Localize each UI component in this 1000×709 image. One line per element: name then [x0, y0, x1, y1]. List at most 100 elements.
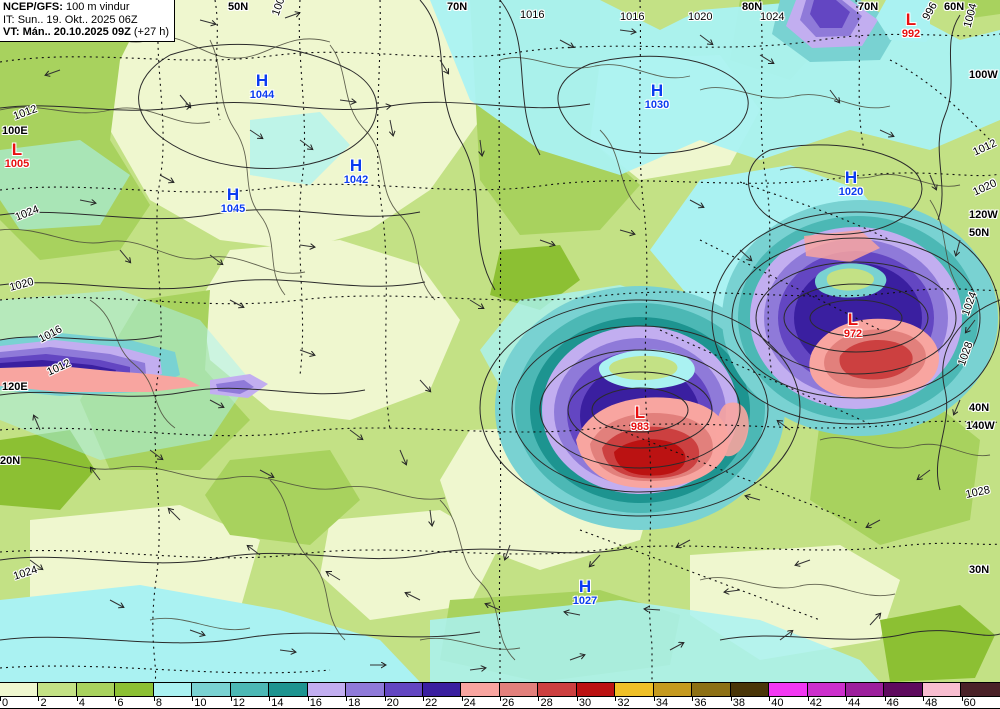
init-time: Sun.. 19. Okt.. 2025 06Z [17, 13, 138, 26]
colorbar-swatch-16[interactable] [307, 683, 347, 696]
colorbar-swatch-10[interactable] [192, 683, 231, 696]
colorbar-swatch-8[interactable] [153, 683, 193, 696]
colorbar-tick-label-42: 42 [809, 697, 822, 709]
colorbar-tick-label-46: 46 [886, 697, 899, 709]
colorbar-swatch-44[interactable] [845, 683, 885, 696]
colorbar-tick-32 [615, 697, 617, 701]
colorbar-swatch-2[interactable] [38, 683, 77, 696]
colorbar-tick-label-8: 8 [155, 697, 162, 709]
colorbar-tick-label-34: 34 [655, 697, 669, 709]
forecast-info-box: NCEP/GFS: 100 m vindur IT: Sun.. 19. Okt… [0, 0, 176, 42]
colorbar-swatch-0[interactable] [0, 683, 39, 696]
colorbar-tick-4 [76, 697, 78, 701]
colorbar-tick-30 [576, 697, 578, 701]
colorbar-tick-12 [230, 697, 232, 701]
colorbar-swatch-22[interactable] [422, 683, 462, 696]
colorbar-ticks: 0 2 4 6 8 10 12 14 16 18 20 22 24 26 28 30 32 34 36 38 40 42 4… [0, 697, 1000, 709]
colorbar-tick-40 [769, 697, 771, 701]
colorbar-tick-label-28: 28 [540, 697, 553, 709]
polar-low-arctic [772, 0, 1000, 62]
weather-map-canvas[interactable]: NCEP/GFS: 100 m vindur IT: Sun.. 19. Okt… [0, 0, 1000, 682]
colorbar-tick-label-32: 32 [617, 697, 630, 709]
colorbar-swatches[interactable] [0, 682, 1000, 697]
colorbar-tick-26 [500, 697, 501, 701]
colorbar-tick-label-60: 60 [963, 697, 976, 709]
wind-speed-colorbar[interactable]: 0 2 4 6 8 10 12 14 16 18 20 22 24 26 28 30 32 34 36 38 40 42 4… [0, 682, 1000, 709]
colorbar-tick-0 [0, 697, 1, 701]
colorbar-tick-24 [461, 697, 463, 701]
colorbar-tick-48 [923, 697, 925, 701]
colorbar-tick-46 [884, 697, 886, 701]
coastlines [0, 27, 991, 661]
colorbar-tick-36 [692, 697, 694, 701]
colorbar-tick-60 [961, 697, 963, 701]
colorbar-tick-label-4: 4 [78, 697, 86, 709]
graticule [0, 0, 1000, 682]
product-name: 100 m vindur [65, 1, 130, 13]
colorbar-tick-label-40: 40 [771, 697, 784, 709]
colorbar-tick-28 [538, 697, 540, 701]
colorbar-swatch-12[interactable] [230, 683, 270, 696]
colorbar-swatch-32[interactable] [615, 683, 654, 696]
colorbar-tick-22 [423, 697, 425, 701]
colorbar-tick-label-12: 12 [232, 697, 246, 709]
lead-time: (+27 h) [133, 26, 170, 39]
colorbar-swatch-26[interactable] [499, 683, 539, 696]
colorbar-swatch-4[interactable] [76, 683, 116, 696]
model-name: NCEP/GFS: [3, 1, 63, 13]
colorbar-tick-42 [807, 697, 809, 701]
colorbar-tick-label-22: 22 [425, 697, 438, 709]
colorbar-tick-label-10: 10 [194, 697, 207, 709]
colorbar-swatch-42[interactable] [807, 683, 846, 696]
info-init-line: IT: Sun.. 19. Okt.. 2025 06Z [3, 14, 169, 27]
colorbar-swatch-14[interactable] [269, 683, 308, 696]
valid-time: Mán.. 20.10.2025 09Z [22, 26, 131, 39]
primary-cyclone [495, 286, 785, 530]
colorbar-swatch-60[interactable] [961, 683, 1000, 696]
colorbar-swatch-36[interactable] [692, 683, 731, 696]
colorbar-swatch-18[interactable] [346, 683, 385, 696]
colorbar-swatch-46[interactable] [884, 683, 923, 696]
init-label: IT: [3, 13, 15, 26]
colorbar-tick-8 [153, 697, 155, 701]
colorbar-tick-label-36: 36 [694, 697, 707, 709]
colorbar-swatch-30[interactable] [576, 683, 616, 696]
colorbar-tick-label-6: 6 [117, 697, 124, 709]
colorbar-swatch-34[interactable] [653, 683, 693, 696]
colorbar-tick-label-48: 48 [925, 697, 938, 709]
colorbar-tick-6 [115, 697, 117, 701]
colorbar-tick-20 [384, 697, 386, 701]
colorbar-tick-10 [192, 697, 194, 701]
colorbar-tick-34 [653, 697, 655, 701]
secondary-cyclone [722, 200, 998, 436]
colorbar-swatch-24[interactable] [461, 683, 500, 696]
colorbar-tick-label-24: 24 [463, 697, 476, 709]
colorbar-swatch-20[interactable] [384, 683, 423, 696]
info-valid-line: VT: Mán.. 20.10.2025 09Z (+27 h) [3, 26, 169, 39]
colorbar-swatch-28[interactable] [538, 683, 577, 696]
colorbar-tick-label-44: 44 [848, 697, 861, 709]
colorbar-tick-label-20: 20 [386, 697, 399, 709]
colorbar-tick-18 [346, 697, 348, 701]
colorbar-tick-2 [38, 697, 40, 701]
colorbar-swatch-6[interactable] [115, 683, 154, 696]
colorbar-tick-14 [269, 697, 271, 701]
colorbar-tick-label-26: 26 [502, 697, 515, 709]
left-edge-jet [0, 333, 268, 398]
colorbar-tick-16 [307, 697, 309, 701]
colorbar-tick-label-38: 38 [732, 697, 746, 709]
colorbar-tick-label-14: 14 [271, 697, 284, 709]
colorbar-tick-label-30: 30 [578, 697, 592, 709]
colorbar-swatch-48[interactable] [922, 683, 962, 696]
wind-arrows [29, 13, 976, 670]
colorbar-swatch-40[interactable] [769, 683, 808, 696]
colorbar-tick-44 [846, 697, 848, 701]
colorbar-tick-label-18: 18 [348, 697, 361, 709]
colorbar-tick-38 [730, 697, 732, 701]
colorbar-tick-label-2: 2 [40, 697, 47, 709]
colorbar-tick-label-16: 16 [309, 697, 322, 709]
colorbar-swatch-38[interactable] [730, 683, 770, 696]
colorbar-tick-label-0: 0 [2, 697, 9, 709]
map-raster [0, 0, 1000, 682]
